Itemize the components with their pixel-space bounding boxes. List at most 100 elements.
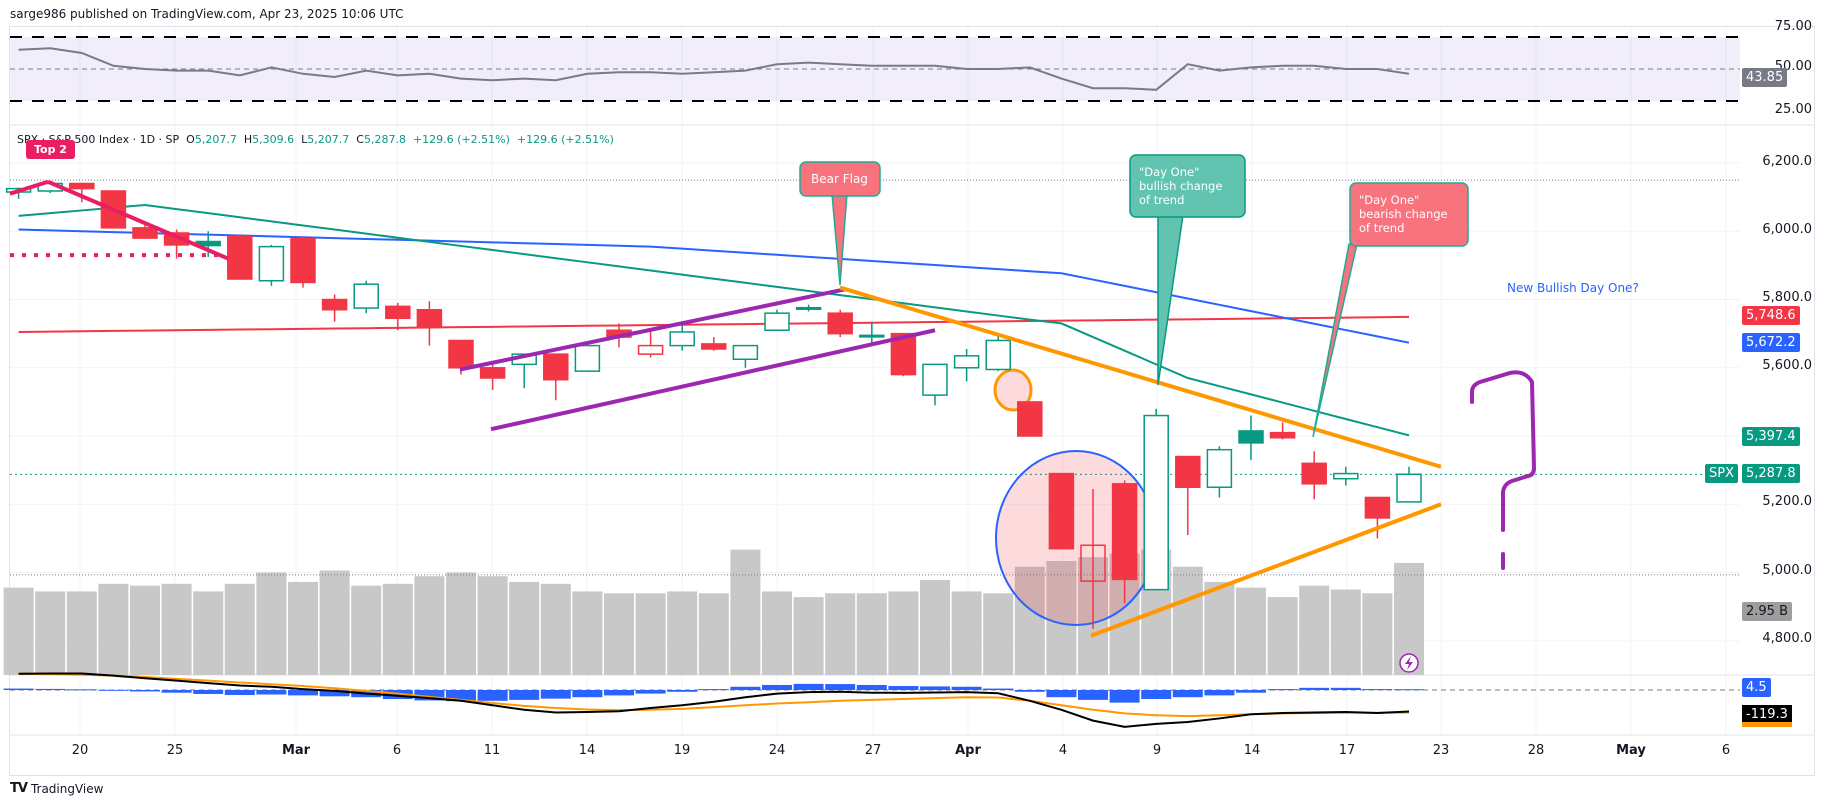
ma-green-line bbox=[18, 203, 1410, 437]
price-axis-5000: 5,000.0 bbox=[1762, 563, 1812, 578]
legend-high-label: H bbox=[243, 133, 253, 146]
price-axis-6000: 6,000.0 bbox=[1762, 222, 1812, 237]
candle-body[interactable] bbox=[637, 344, 664, 355]
highlight-small-ellipse[interactable] bbox=[993, 368, 1033, 412]
macd-hist-bar bbox=[1204, 690, 1235, 696]
macd-hist-bar bbox=[572, 690, 603, 698]
top2-trendline[interactable] bbox=[9, 179, 49, 196]
macd-hist-bar bbox=[1394, 689, 1424, 691]
volume-bar bbox=[825, 593, 856, 675]
legend-high: 5,309.6 bbox=[252, 133, 295, 146]
volume-bar bbox=[1362, 593, 1393, 675]
footer: TV TradingView bbox=[10, 781, 103, 796]
candle-body[interactable] bbox=[479, 367, 506, 379]
candle-body[interactable] bbox=[321, 298, 348, 311]
candle-body[interactable] bbox=[985, 339, 1011, 371]
legend-close-label: C bbox=[356, 133, 364, 146]
macd-hist-bar bbox=[319, 690, 350, 697]
candle-body[interactable] bbox=[1017, 401, 1043, 437]
candle-body[interactable] bbox=[385, 305, 411, 320]
symbol-legend: SPX · S&P 500 Index · 1D · SP O5,207.7 H… bbox=[17, 133, 614, 146]
day-one-bearish-callout-pointer bbox=[1312, 243, 1358, 438]
candle-body[interactable] bbox=[258, 245, 285, 282]
volume-bar bbox=[98, 583, 129, 675]
macd-hist-bar bbox=[1236, 690, 1266, 693]
volume-bar bbox=[1330, 589, 1361, 675]
candle-body[interactable] bbox=[1206, 448, 1233, 488]
volume-bar bbox=[382, 583, 413, 675]
candle-body[interactable] bbox=[1301, 462, 1327, 485]
candle-body[interactable] bbox=[132, 227, 158, 239]
candle-body[interactable] bbox=[69, 182, 95, 190]
candle-body[interactable] bbox=[1238, 430, 1264, 444]
candle-body[interactable] bbox=[416, 309, 443, 328]
new-bullish-note[interactable]: New Bullish Day One? bbox=[1507, 281, 1639, 295]
volume-bar bbox=[193, 591, 224, 675]
macd-hist-bar bbox=[256, 690, 287, 695]
day-one-bearish-callout-box[interactable] bbox=[1349, 182, 1469, 247]
candle-body[interactable] bbox=[353, 283, 379, 309]
candle-body[interactable] bbox=[1396, 473, 1422, 503]
top2-trendline[interactable] bbox=[47, 179, 229, 261]
ma-green-badge: 5,397.4 bbox=[1742, 427, 1800, 446]
volume-bar bbox=[1236, 587, 1266, 675]
tradingview-logo-icon: TV bbox=[10, 781, 28, 796]
top2-tag[interactable]: Top 2 bbox=[26, 140, 75, 159]
volume-bar bbox=[1014, 566, 1045, 675]
legend-low: 5,207.7 bbox=[307, 133, 350, 146]
candle-body[interactable] bbox=[669, 331, 695, 347]
candle-body[interactable] bbox=[163, 232, 190, 246]
candle-body[interactable] bbox=[1048, 472, 1075, 550]
candle-body[interactable] bbox=[732, 344, 759, 360]
volume-bar bbox=[698, 593, 729, 675]
volume-bar bbox=[920, 580, 950, 675]
time-axis-label: 4 bbox=[1058, 743, 1068, 758]
candle-body[interactable] bbox=[701, 343, 727, 350]
day-one-bullish-line-1: "Day One" bbox=[1139, 165, 1200, 179]
candle-body[interactable] bbox=[227, 235, 253, 280]
time-axis-label: 17 bbox=[1338, 743, 1356, 758]
macd-hist-bar bbox=[130, 690, 160, 692]
macd-hist-bar bbox=[98, 689, 129, 691]
question-mark-drawing[interactable] bbox=[1470, 370, 1537, 532]
candle-body[interactable] bbox=[922, 363, 948, 396]
candle-body[interactable] bbox=[953, 355, 980, 369]
triangle-upper-line[interactable] bbox=[839, 285, 1442, 469]
candle-body[interactable] bbox=[1364, 496, 1391, 519]
candle-body[interactable] bbox=[1333, 472, 1359, 480]
candle-body[interactable] bbox=[1175, 455, 1201, 488]
triangle-lower-line[interactable] bbox=[1090, 502, 1442, 638]
macd-hist-bar bbox=[288, 690, 318, 696]
macd-hist-bar bbox=[161, 690, 192, 693]
channel-upper-line[interactable] bbox=[459, 287, 846, 372]
candle-body[interactable] bbox=[827, 312, 853, 335]
candle-body[interactable] bbox=[764, 312, 790, 331]
volume-bar bbox=[477, 576, 508, 675]
candle-body[interactable] bbox=[543, 353, 569, 381]
macd-hist-bar bbox=[1299, 687, 1330, 690]
macd-hist-bar bbox=[920, 686, 950, 690]
day-one-bullish-callout-box[interactable] bbox=[1129, 154, 1246, 218]
macd-signal-badge: -119.3 bbox=[1742, 705, 1792, 727]
volume-bar bbox=[414, 576, 445, 675]
time-axis-label: 9 bbox=[1152, 743, 1162, 758]
channel-lower-line[interactable] bbox=[490, 328, 936, 432]
time-axis-label: 28 bbox=[1527, 743, 1545, 758]
candle-body[interactable] bbox=[1269, 431, 1296, 439]
candle-body[interactable] bbox=[448, 339, 474, 369]
volume-bar bbox=[1267, 597, 1298, 675]
candle-body[interactable] bbox=[795, 306, 822, 310]
candle-body[interactable] bbox=[290, 238, 316, 284]
macd-hist-bar bbox=[1362, 689, 1393, 691]
macd-hist-bar bbox=[414, 690, 445, 701]
bear-flag-callout-box[interactable] bbox=[799, 161, 881, 197]
candle-body[interactable] bbox=[859, 334, 885, 338]
candle-body[interactable] bbox=[574, 344, 601, 372]
candle-body[interactable] bbox=[1080, 544, 1106, 582]
volume-bar bbox=[604, 593, 634, 675]
candle-body[interactable] bbox=[1143, 414, 1169, 591]
candle-body[interactable] bbox=[1111, 483, 1138, 581]
macd-hist-bar bbox=[604, 690, 634, 696]
volume-bar bbox=[446, 572, 476, 675]
